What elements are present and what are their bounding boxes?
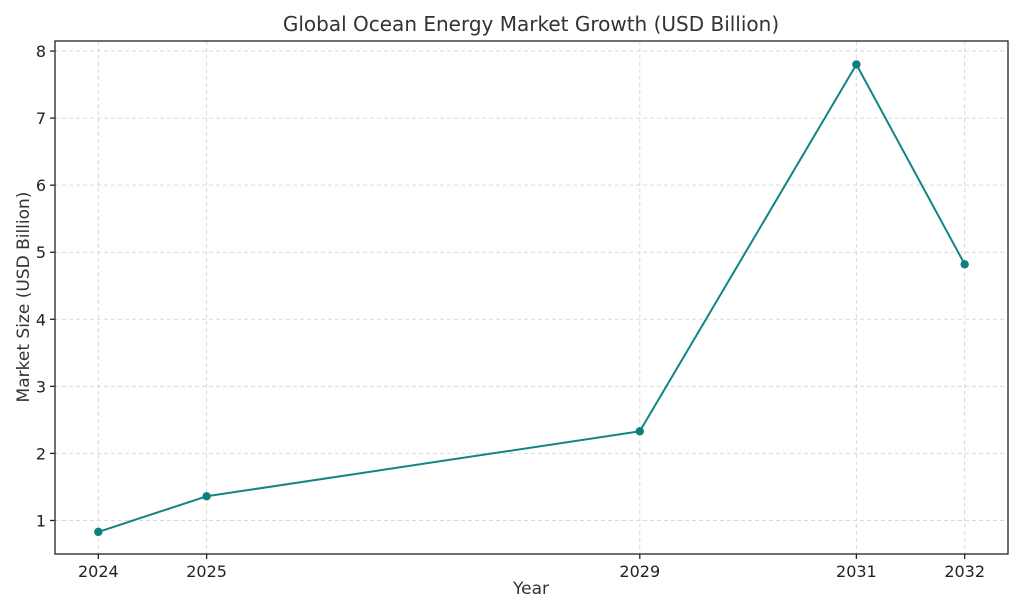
data-point-2025 <box>202 492 211 501</box>
y-tick-label: 2 <box>36 444 46 463</box>
data-point-2024 <box>94 527 103 537</box>
x-tick-label: 2025 <box>186 562 227 581</box>
series-line <box>97 63 966 533</box>
y-tick-label: 6 <box>36 176 46 195</box>
series-market-size <box>94 60 969 537</box>
plot-area-frame <box>54 40 1009 555</box>
grid <box>55 41 1008 554</box>
x-tick-label: 2029 <box>619 562 660 581</box>
y-tick-label: 5 <box>36 243 46 262</box>
data-point-2029 <box>635 427 644 436</box>
y-tick-label: 4 <box>36 310 46 329</box>
x-axis-ticks: 2024 2025 2029 2031 2032 <box>78 554 985 581</box>
y-axis-ticks: 1 2 3 4 5 6 7 8 <box>36 42 55 530</box>
y-axis-label: Market Size (USD Billion) <box>14 192 34 403</box>
x-tick-label: 2031 <box>836 562 877 581</box>
x-tick-label: 2024 <box>78 562 119 581</box>
chart-title: Global Ocean Energy Market Growth (USD B… <box>283 12 779 36</box>
data-point-2031 <box>852 60 861 69</box>
data-point-2032 <box>960 260 969 269</box>
y-tick-label: 8 <box>36 42 46 61</box>
y-tick-label: 1 <box>36 511 46 530</box>
x-tick-label: 2032 <box>944 562 985 581</box>
y-tick-label: 7 <box>36 109 46 128</box>
x-axis-label: Year <box>512 579 549 599</box>
y-tick-label: 3 <box>36 377 46 396</box>
